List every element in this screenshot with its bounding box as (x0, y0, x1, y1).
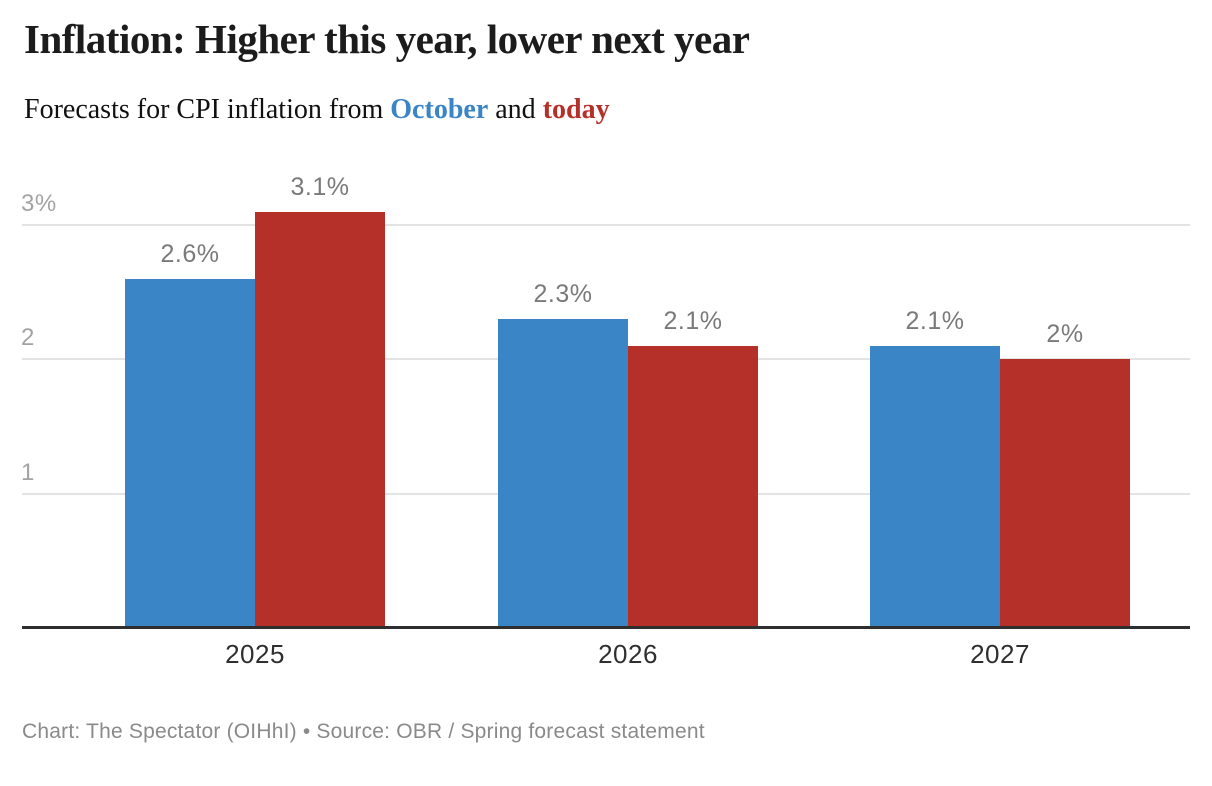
bar-value-label-today-2025: 3.1% (290, 173, 350, 201)
bar-october-2025 (125, 279, 255, 628)
gridline-3 (22, 224, 1190, 226)
x-axis-line (22, 626, 1190, 629)
chart-subtitle: Forecasts for CPI inflation from October… (24, 93, 610, 127)
bar-value-label-october-2025: 2.6% (160, 240, 220, 268)
bar-today-2025 (255, 212, 385, 628)
bar-october-2026 (498, 319, 628, 628)
bar-today-2026 (628, 346, 758, 628)
legend-today-label: today (542, 94, 610, 125)
bar-value-label-october-2027: 2.1% (905, 307, 965, 335)
subtitle-prefix: Forecasts for CPI inflation from (24, 94, 391, 125)
subtitle-connector: and (488, 94, 543, 125)
y-axis-tick-label-3: 3% (21, 190, 57, 217)
bar-value-label-today-2026: 2.1% (663, 307, 723, 335)
x-axis-category-label-2027: 2027 (970, 639, 1030, 669)
bar-today-2027 (1000, 359, 1130, 628)
bar-october-2027 (870, 346, 1000, 628)
chart-title: Inflation: Higher this year, lower next … (24, 16, 750, 62)
bar-value-label-today-2027: 2% (1046, 320, 1084, 348)
x-axis-category-label-2026: 2026 (598, 639, 658, 669)
legend-october-label: October (390, 94, 489, 125)
y-axis-tick-label-1: 1 (21, 459, 35, 486)
chart-credit-source: Chart: The Spectator (OIHhI) • Source: O… (22, 720, 705, 743)
x-axis-category-label-2025: 2025 (225, 639, 285, 669)
y-axis-tick-label-2: 2 (21, 324, 35, 351)
bar-value-label-october-2026: 2.3% (533, 280, 593, 308)
